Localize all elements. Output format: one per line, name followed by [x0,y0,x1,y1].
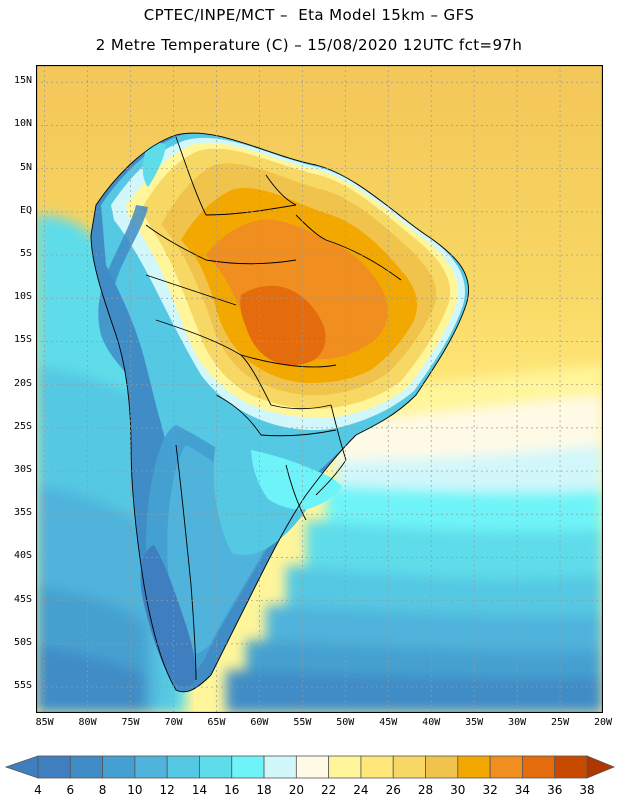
legend-arrow-high [586,755,616,779]
legend-label: 6 [66,783,75,797]
legend-swatch [263,755,297,779]
title-line-2: 2 Metre Temperature (C) – 15/08/2020 12U… [95,36,523,54]
legend-swatch [392,755,426,779]
lon-tick-label: 30W [508,717,527,728]
legend-swatch [102,755,136,779]
map-frame [36,65,603,713]
ocean-bands [226,365,603,713]
lat-tick-label: 5S [19,248,32,260]
legend-swatch [37,755,71,779]
lat-tick-label: 15N [13,75,32,87]
lat-tick-label: 20S [13,377,32,389]
lon-tick-label: 65W [207,717,226,728]
lat-tick-label: 30S [13,464,32,476]
legend-arrow-low [4,755,39,779]
lat-tick-label: 25S [13,420,32,432]
legend-label: 14 [191,783,208,797]
lon-tick-label: 40W [422,717,441,728]
lon-tick-label: 35W [465,717,484,728]
legend-label: 16 [224,783,240,797]
color-legend [4,755,616,779]
legend-swatch [166,755,200,779]
legend-swatch [199,755,233,779]
lon-tick-label: 55W [293,717,312,728]
legend-swatch [295,755,330,779]
legend-swatch [554,755,588,779]
lon-tick-label: 70W [164,717,183,728]
legend-label: 38 [579,783,595,797]
legend-label: 30 [450,783,466,797]
lon-tick-label: 45W [379,717,398,728]
legend-swatch [360,755,394,779]
legend-label: 32 [482,783,498,797]
legend-label: 36 [547,783,563,797]
legend-label: 28 [417,783,434,797]
lon-tick-label: 25W [551,717,570,728]
lon-tick-label: 50W [336,717,355,728]
lat-tick-label: 5N [19,161,32,173]
legend-swatch [489,755,523,779]
legend-swatch [522,755,556,779]
lat-tick-label: 10N [13,118,32,130]
legend-label: 8 [98,783,107,797]
lat-tick-label: 10S [13,291,32,303]
lat-tick-label: 55S [13,680,32,692]
legend-swatch [231,755,265,779]
legend-label: 26 [385,783,401,797]
lat-tick-label: 50S [13,636,32,648]
legend-label: 4 [34,783,42,797]
lat-tick-label: 45S [13,593,32,605]
legend-label: 24 [353,783,369,797]
legend-swatch [69,755,103,779]
legend-label: 20 [288,783,304,797]
lat-tick-label: 40S [13,550,32,562]
legend-label: 34 [514,783,531,797]
grid [36,65,603,713]
lon-tick-label: 20W [594,717,613,728]
lon-tick-label: 80W [78,717,97,728]
lat-tick-label: EQ [19,204,32,216]
legend-label: 12 [159,783,175,797]
temperature-map [36,65,603,713]
legend-label: 22 [321,783,337,797]
legend-swatch [134,755,168,779]
legend-swatch [425,755,459,779]
lat-tick-label: 35S [13,507,32,519]
lat-tick-label: 15S [13,334,32,346]
title-line-1: CPTEC/INPE/MCT – Eta Model 15km – GFS [143,6,475,24]
lon-tick-label: 75W [121,717,140,728]
legend-swatch [328,755,362,779]
legend-swatch [457,755,491,779]
lon-tick-label: 60W [250,717,269,728]
legend-label: 10 [127,783,143,797]
legend-label: 18 [256,783,272,797]
lon-tick-label: 85W [35,717,54,728]
continent [91,132,469,692]
